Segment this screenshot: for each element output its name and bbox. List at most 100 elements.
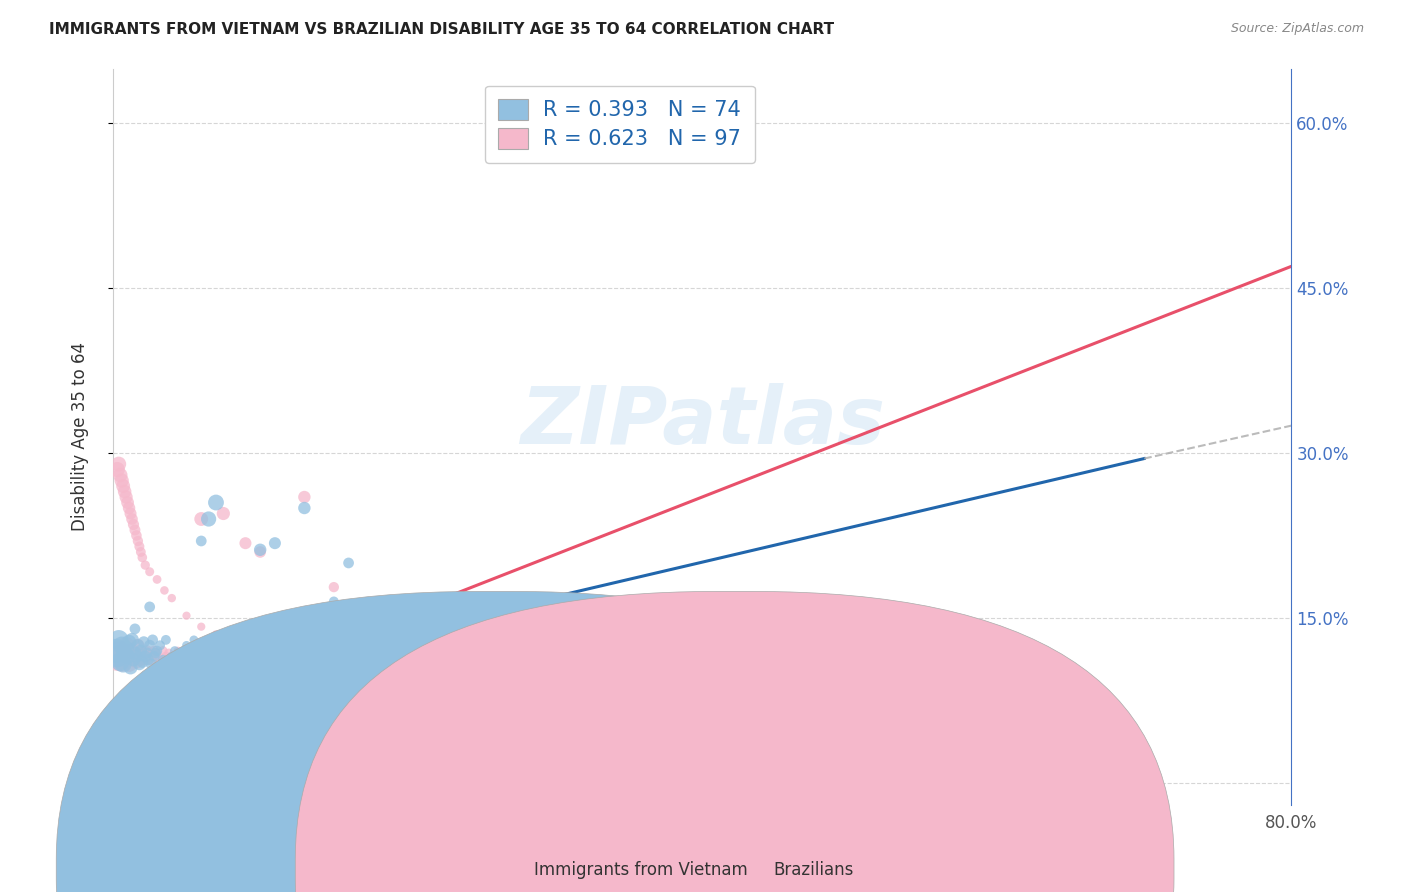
Point — [152, 653, 174, 667]
Point — [264, 649, 287, 664]
Point — [132, 649, 155, 664]
Point — [308, 649, 330, 664]
Point — [219, 635, 242, 649]
Point — [117, 649, 139, 664]
Point — [127, 533, 149, 548]
Point — [197, 644, 219, 658]
Point — [105, 698, 128, 713]
Point — [112, 646, 135, 660]
Point — [131, 550, 153, 565]
Point — [104, 646, 127, 660]
Point — [456, 644, 478, 658]
Point — [134, 653, 156, 667]
Point — [169, 653, 191, 667]
Point — [322, 580, 344, 594]
Y-axis label: Disability Age 35 to 64: Disability Age 35 to 64 — [72, 343, 89, 531]
Text: Source: ZipAtlas.com: Source: ZipAtlas.com — [1230, 22, 1364, 36]
Point — [219, 653, 242, 667]
Point — [124, 646, 146, 660]
Point — [160, 591, 183, 606]
Point — [149, 653, 172, 667]
Point — [121, 649, 143, 664]
Text: IMMIGRANTS FROM VIETNAM VS BRAZILIAN DISABILITY AGE 35 TO 64 CORRELATION CHART: IMMIGRANTS FROM VIETNAM VS BRAZILIAN DIS… — [49, 22, 834, 37]
Point — [120, 644, 142, 658]
Point — [183, 632, 205, 647]
Point — [456, 649, 478, 664]
Point — [212, 507, 235, 521]
Point — [160, 664, 183, 678]
Point — [146, 573, 169, 587]
Point — [169, 646, 191, 660]
Point — [176, 638, 198, 652]
Point — [129, 653, 152, 667]
Point — [114, 646, 136, 660]
Point — [190, 533, 212, 548]
Point — [617, 723, 640, 737]
Point — [135, 646, 157, 660]
Point — [143, 649, 166, 664]
Point — [146, 644, 169, 658]
Point — [128, 649, 150, 664]
Point — [128, 540, 150, 554]
Point — [235, 536, 257, 550]
Point — [121, 512, 143, 526]
Point — [278, 653, 301, 667]
Point — [426, 649, 449, 664]
Point — [308, 646, 330, 660]
Point — [690, 653, 713, 667]
Point — [205, 627, 228, 641]
Point — [264, 536, 287, 550]
Point — [322, 594, 344, 608]
Point — [138, 599, 160, 614]
Text: Immigrants from Vietnam: Immigrants from Vietnam — [534, 861, 748, 879]
Point — [160, 649, 183, 664]
Point — [160, 653, 183, 667]
Point — [114, 484, 136, 499]
Point — [292, 490, 315, 504]
Point — [138, 638, 160, 652]
Point — [124, 712, 146, 726]
Point — [242, 644, 264, 658]
Point — [107, 632, 129, 647]
Point — [115, 490, 138, 504]
Point — [142, 632, 165, 647]
Point — [176, 653, 198, 667]
Point — [125, 655, 148, 669]
Point — [661, 649, 683, 664]
Point — [107, 644, 129, 658]
Point — [120, 660, 142, 674]
Point — [749, 644, 772, 658]
Point — [112, 657, 135, 671]
Point — [146, 668, 169, 682]
Point — [117, 649, 139, 664]
Legend: R = 0.393   N = 74, R = 0.623   N = 97: R = 0.393 N = 74, R = 0.623 N = 97 — [485, 86, 755, 163]
Point — [141, 657, 163, 671]
Point — [122, 653, 145, 667]
Point — [104, 710, 127, 724]
Point — [155, 632, 177, 647]
Point — [166, 644, 188, 658]
Point — [125, 649, 148, 664]
Point — [131, 707, 153, 722]
Point — [135, 644, 157, 658]
Point — [131, 655, 153, 669]
Point — [155, 649, 177, 664]
Point — [249, 542, 271, 557]
Point — [190, 649, 212, 664]
Point — [197, 512, 219, 526]
Point — [205, 646, 228, 660]
Point — [226, 649, 249, 664]
Point — [212, 644, 235, 658]
Point — [129, 545, 152, 559]
Point — [115, 641, 138, 656]
Point — [124, 622, 146, 636]
Point — [110, 655, 132, 669]
Point — [114, 653, 136, 667]
Point — [112, 704, 135, 718]
Text: ZIPatlas: ZIPatlas — [520, 383, 884, 461]
Point — [176, 608, 198, 623]
Point — [219, 646, 242, 660]
Point — [127, 638, 149, 652]
Point — [166, 646, 188, 660]
Point — [152, 644, 174, 658]
